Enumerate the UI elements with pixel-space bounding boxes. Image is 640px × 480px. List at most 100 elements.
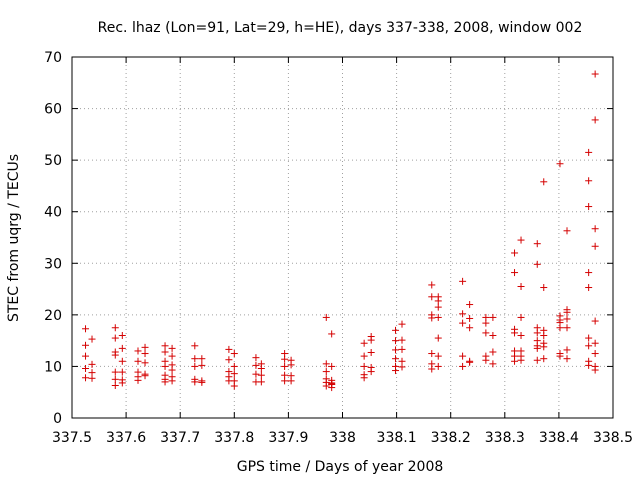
data-point bbox=[118, 368, 126, 376]
data-point bbox=[281, 362, 289, 370]
data-point bbox=[141, 359, 149, 367]
data-point bbox=[563, 315, 571, 323]
data-point bbox=[533, 344, 541, 352]
data-point bbox=[585, 148, 593, 156]
data-point bbox=[585, 342, 593, 350]
data-point bbox=[118, 331, 126, 339]
data-point bbox=[88, 360, 96, 368]
data-point bbox=[511, 357, 519, 365]
data-point bbox=[134, 357, 142, 365]
data-point bbox=[230, 350, 238, 358]
data-point bbox=[591, 116, 599, 124]
data-point bbox=[533, 356, 541, 364]
data-point bbox=[585, 177, 593, 185]
data-point bbox=[111, 334, 119, 342]
data-point bbox=[168, 377, 176, 385]
data-point bbox=[585, 269, 593, 277]
data-point bbox=[191, 342, 199, 350]
data-point bbox=[111, 375, 119, 383]
data-point bbox=[82, 325, 90, 333]
data-point bbox=[556, 160, 564, 168]
data-point bbox=[517, 356, 525, 364]
data-point bbox=[533, 329, 541, 337]
data-point bbox=[585, 334, 593, 342]
data-point bbox=[328, 362, 336, 370]
data-point bbox=[191, 355, 199, 363]
data-point bbox=[118, 379, 126, 387]
data-point bbox=[585, 203, 593, 211]
data-point bbox=[161, 348, 169, 356]
data-point bbox=[459, 319, 467, 327]
data-point bbox=[482, 319, 490, 327]
data-point bbox=[517, 331, 525, 339]
data-point bbox=[360, 374, 368, 382]
y-tick-label: 50 bbox=[44, 153, 62, 169]
data-point bbox=[398, 320, 406, 328]
data-point bbox=[328, 330, 336, 338]
x-tick-label: 338.4 bbox=[539, 430, 579, 446]
data-point bbox=[88, 335, 96, 343]
data-point bbox=[82, 364, 90, 372]
data-point bbox=[161, 378, 169, 386]
data-point bbox=[540, 284, 548, 292]
data-point bbox=[82, 352, 90, 360]
data-point bbox=[111, 351, 119, 359]
data-point bbox=[392, 355, 400, 363]
data-point bbox=[161, 362, 169, 370]
data-point bbox=[428, 365, 436, 373]
data-point bbox=[428, 350, 436, 358]
data-point bbox=[540, 355, 548, 363]
data-point bbox=[392, 346, 400, 354]
x-tick-labels: 337.5 337.6 337.7 337.8 337.9 338 338.1 338.2 33… bbox=[52, 430, 633, 446]
axis-ticks bbox=[71, 56, 614, 419]
data-point bbox=[141, 343, 149, 351]
x-tick-label: 337.8 bbox=[214, 430, 254, 446]
data-point bbox=[533, 260, 541, 268]
data-point bbox=[459, 352, 467, 360]
data-point bbox=[168, 352, 176, 360]
data-point bbox=[434, 303, 442, 311]
data-point bbox=[88, 374, 96, 382]
x-tick-label: 338 bbox=[329, 430, 356, 446]
data-point bbox=[511, 269, 519, 277]
data-point bbox=[585, 361, 593, 369]
data-point bbox=[360, 339, 368, 347]
data-point bbox=[459, 362, 467, 370]
data-point bbox=[252, 361, 260, 369]
data-point bbox=[434, 352, 442, 360]
x-tick-label: 337.6 bbox=[106, 430, 146, 446]
data-point bbox=[198, 378, 206, 386]
data-point bbox=[540, 331, 548, 339]
y-tick-label: 60 bbox=[44, 102, 62, 118]
data-point bbox=[392, 337, 400, 345]
data-point bbox=[257, 371, 265, 379]
y-tick-label: 0 bbox=[53, 411, 62, 427]
data-point bbox=[111, 368, 119, 376]
data-point bbox=[281, 377, 289, 385]
data-point bbox=[517, 236, 525, 244]
data-point bbox=[230, 382, 238, 390]
data-point bbox=[489, 360, 497, 368]
data-point bbox=[591, 366, 599, 374]
data-point bbox=[230, 362, 238, 370]
data-point bbox=[591, 70, 599, 78]
data-point bbox=[230, 370, 238, 378]
data-point bbox=[489, 331, 497, 339]
data-point bbox=[591, 350, 599, 358]
chart-title: Rec. lhaz (Lon=91, Lat=29, h=HE), days 3… bbox=[98, 20, 583, 36]
data-point bbox=[398, 336, 406, 344]
x-tick-label: 338.3 bbox=[485, 430, 525, 446]
data-point bbox=[398, 345, 406, 353]
y-tick-label: 40 bbox=[44, 205, 62, 221]
data-point bbox=[428, 281, 436, 289]
data-point bbox=[459, 277, 467, 285]
data-point bbox=[322, 382, 330, 390]
x-tick-label: 338.1 bbox=[377, 430, 417, 446]
data-point bbox=[563, 324, 571, 332]
data-point bbox=[398, 363, 406, 371]
x-tick-label: 337.5 bbox=[52, 430, 92, 446]
data-point bbox=[392, 326, 400, 334]
data-point bbox=[466, 324, 474, 332]
data-point bbox=[428, 314, 436, 322]
y-tick-label: 10 bbox=[44, 359, 62, 375]
